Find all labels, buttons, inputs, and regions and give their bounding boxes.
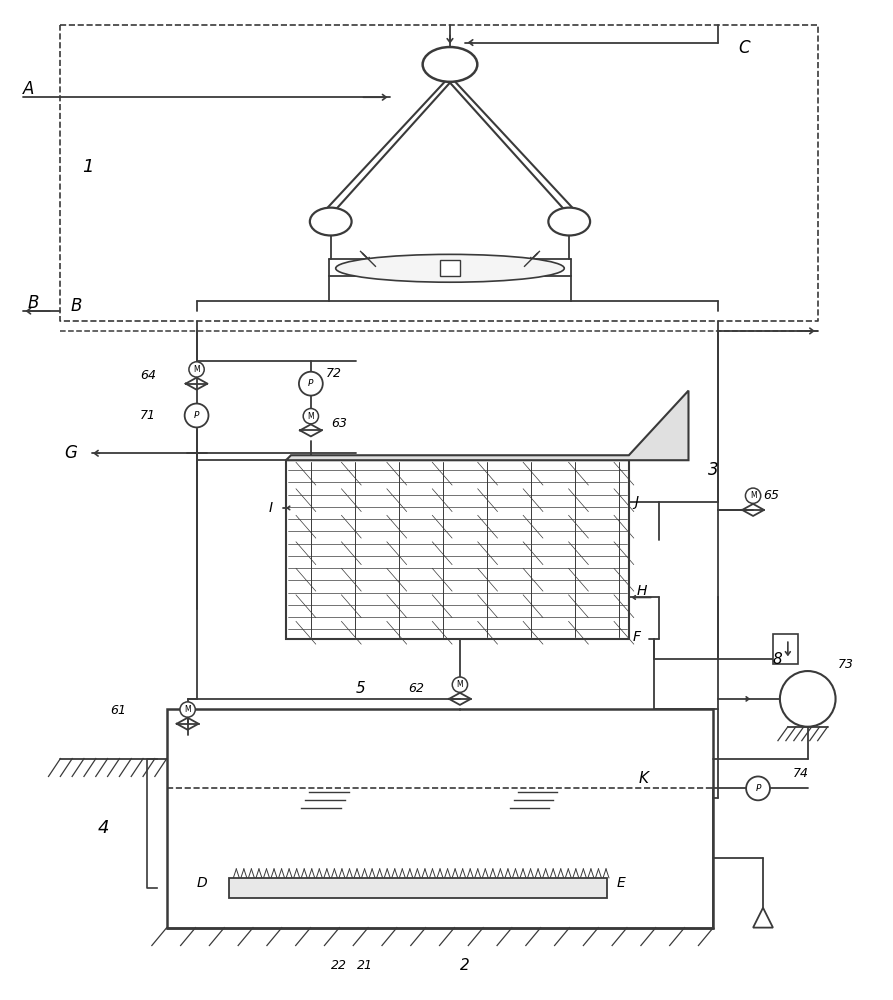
Text: 22: 22	[330, 959, 346, 972]
Ellipse shape	[548, 208, 590, 235]
Bar	[167, 709, 714, 928]
Text: 63: 63	[330, 417, 346, 430]
Text: 64: 64	[140, 369, 156, 382]
Text: M: M	[750, 491, 756, 500]
Text: M: M	[184, 705, 191, 714]
Text: G: G	[64, 444, 78, 462]
Text: P: P	[755, 784, 761, 793]
Circle shape	[780, 671, 836, 727]
Circle shape	[304, 409, 319, 424]
Text: 73: 73	[838, 658, 854, 671]
Bar	[230, 878, 607, 898]
Text: B: B	[28, 294, 39, 312]
Ellipse shape	[310, 208, 352, 235]
Text: M: M	[193, 365, 200, 374]
Text: 2: 2	[460, 958, 470, 973]
Text: I: I	[269, 501, 273, 515]
Bar	[440, 260, 460, 276]
Text: 5: 5	[355, 681, 365, 696]
Text: 3: 3	[708, 461, 719, 479]
Text: B: B	[71, 297, 82, 315]
Text: 72: 72	[326, 367, 342, 380]
Circle shape	[189, 362, 204, 377]
Text: E: E	[617, 876, 626, 890]
Text: F: F	[633, 630, 641, 644]
Polygon shape	[286, 391, 689, 460]
Text: 8: 8	[773, 652, 782, 667]
Circle shape	[185, 404, 208, 427]
Bar	[773, 634, 797, 664]
Text: 65: 65	[763, 489, 779, 502]
Bar	[286, 460, 629, 639]
Text: P: P	[308, 379, 313, 388]
Text: 4: 4	[97, 819, 109, 837]
Text: J: J	[634, 495, 638, 509]
Text: 1: 1	[82, 158, 94, 176]
Ellipse shape	[336, 254, 564, 282]
Circle shape	[452, 677, 468, 692]
Text: 71: 71	[140, 409, 156, 422]
Text: H: H	[637, 584, 647, 598]
Circle shape	[180, 702, 196, 717]
Text: K: K	[638, 771, 649, 786]
Text: P: P	[194, 411, 199, 420]
Circle shape	[747, 776, 770, 800]
Text: 61: 61	[110, 704, 126, 717]
Text: A: A	[22, 80, 34, 98]
Text: 62: 62	[408, 682, 424, 695]
Text: D: D	[196, 876, 207, 890]
Text: M: M	[307, 412, 314, 421]
Polygon shape	[753, 908, 773, 928]
Text: 74: 74	[793, 767, 809, 780]
Circle shape	[746, 488, 761, 503]
Text: M: M	[456, 680, 463, 689]
Circle shape	[299, 372, 322, 396]
Text: 21: 21	[356, 959, 372, 972]
Text: C: C	[739, 39, 750, 57]
Ellipse shape	[422, 47, 477, 82]
